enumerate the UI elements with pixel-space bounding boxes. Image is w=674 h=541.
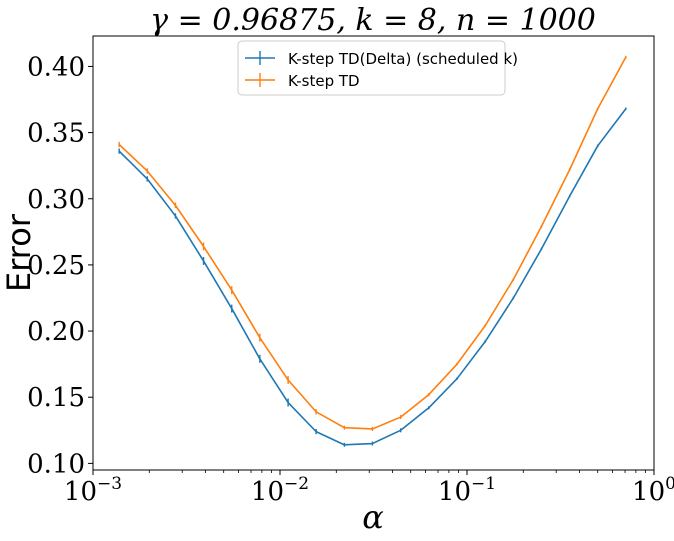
x-tick-label: 100 <box>632 474 674 507</box>
legend-label: K-step TD(Delta) (scheduled k) <box>288 50 518 68</box>
x-tick-label: 10−3 <box>64 474 122 507</box>
series-line <box>118 108 627 446</box>
legend-label: K-step TD <box>288 72 360 90</box>
y-tick-label: 0.15 <box>27 383 85 413</box>
legend: K-step TD(Delta) (scheduled k) K-step TD <box>237 40 518 96</box>
series-1 <box>118 107 627 447</box>
y-tick-label: 0.35 <box>27 119 85 149</box>
y-tick-label: 0.40 <box>27 52 85 82</box>
y-tick-label: 0.20 <box>27 317 85 347</box>
y-tick-label: 0.30 <box>27 185 85 215</box>
x-tick-label: 10−2 <box>251 474 309 507</box>
x-axis-label: α <box>362 498 384 536</box>
series-2 <box>118 55 627 431</box>
series-layer <box>118 55 627 447</box>
x-tick-label: 10−1 <box>438 474 496 507</box>
series-line <box>118 56 627 430</box>
y-tick-label: 0.10 <box>27 449 85 479</box>
legend-entry-2: K-step TD <box>245 72 360 90</box>
legend-box <box>237 40 506 96</box>
y-axis-label: Error <box>0 213 38 292</box>
legend-entry-1: K-step TD(Delta) (scheduled k) <box>245 50 518 68</box>
chart-title: γ = 0.96875, k = 8, n = 1000 <box>150 3 596 38</box>
ticks-layer: 0.10 0.15 0.20 0.25 0.30 0.35 0.40 10−3 10−2 10−1… <box>27 52 674 507</box>
y-tick-label: 0.25 <box>27 251 85 281</box>
axes-frame <box>92 35 655 471</box>
